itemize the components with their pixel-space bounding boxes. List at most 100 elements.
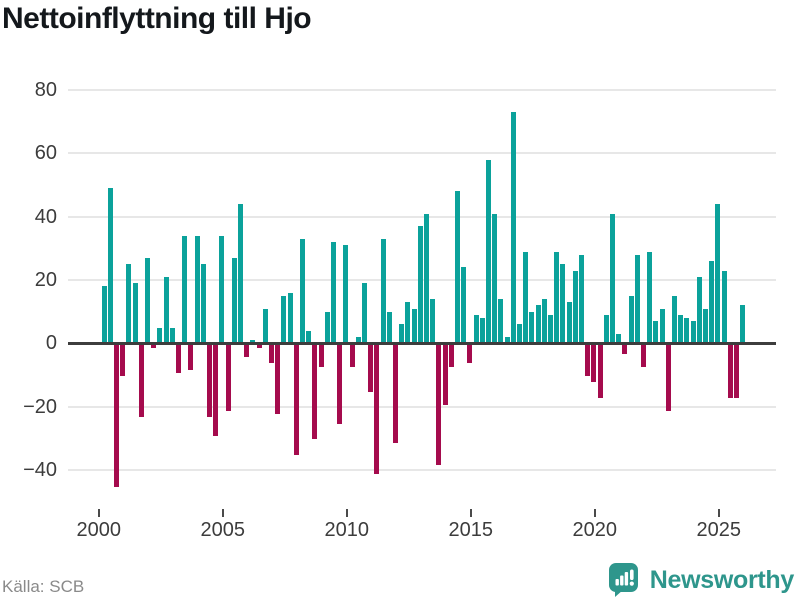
bar-2009-q3 bbox=[337, 344, 343, 424]
bar-2010-q3 bbox=[361, 283, 367, 344]
bar-2020-q1 bbox=[597, 344, 603, 399]
bar-2019-q3 bbox=[585, 344, 591, 377]
bar-2015-q4 bbox=[492, 213, 498, 344]
bar-2025-q3 bbox=[733, 344, 739, 399]
bar-2004-q1 bbox=[200, 264, 206, 344]
y-gridline bbox=[68, 215, 776, 218]
bar-2012-q4 bbox=[417, 226, 423, 344]
y-gridline bbox=[68, 469, 776, 472]
bar-2009-q4 bbox=[343, 245, 349, 344]
x-axis-tick-label: 2000 bbox=[76, 519, 122, 541]
bar-2014-q2 bbox=[454, 191, 460, 344]
bar-2011-q2 bbox=[380, 238, 386, 344]
bar-2003-q4 bbox=[194, 235, 200, 344]
bar-2016-q1 bbox=[498, 299, 504, 344]
bar-2008-q3 bbox=[312, 344, 318, 440]
bar-2013-q1 bbox=[423, 213, 429, 344]
bar-2006-q3 bbox=[262, 308, 268, 344]
bar-2006-q2 bbox=[256, 344, 262, 348]
bar-2021-q1 bbox=[622, 344, 628, 354]
bar-2004-q2 bbox=[206, 344, 212, 418]
bar-2002-q4 bbox=[169, 327, 175, 344]
bar-2021-q2 bbox=[628, 295, 634, 344]
bar-2024-q1 bbox=[696, 276, 702, 344]
x-axis-tick-label: 2010 bbox=[324, 519, 370, 541]
bar-2005-q4 bbox=[244, 344, 250, 358]
bar-2003-q2 bbox=[182, 235, 188, 344]
bar-2002-q1 bbox=[151, 344, 157, 348]
y-axis-tick-label: 40 bbox=[34, 205, 57, 228]
bar-2023-q4 bbox=[690, 321, 696, 344]
x-axis-tick-mark bbox=[717, 509, 720, 517]
bar-2025-q1 bbox=[721, 270, 727, 344]
bar-2005-q3 bbox=[237, 204, 243, 344]
bar-2000-q1 bbox=[101, 286, 107, 344]
bar-2018-q4 bbox=[566, 302, 572, 344]
y-axis-tick-label: −40 bbox=[23, 459, 57, 482]
bar-2010-q1 bbox=[349, 344, 355, 367]
bar-2016-q2 bbox=[504, 337, 510, 344]
bar-2014-q3 bbox=[461, 267, 467, 344]
y-axis-tick-label: −20 bbox=[23, 395, 57, 418]
y-gridline bbox=[68, 405, 776, 408]
bar-2016-q4 bbox=[516, 324, 522, 344]
bar-2003-q1 bbox=[175, 344, 181, 373]
bar-2019-q1 bbox=[572, 270, 578, 344]
bar-2001-q2 bbox=[132, 283, 138, 344]
bar-2018-q1 bbox=[547, 314, 553, 344]
bar-2006-q4 bbox=[268, 344, 274, 364]
bar-2021-q3 bbox=[634, 254, 640, 344]
bar-2011-q4 bbox=[392, 344, 398, 443]
bar-2018-q2 bbox=[554, 251, 560, 344]
bar-2005-q2 bbox=[231, 257, 237, 344]
bar-2022-q1 bbox=[647, 251, 653, 344]
bar-2024-q2 bbox=[702, 308, 708, 344]
bar-2010-q4 bbox=[368, 344, 374, 392]
bar-2001-q1 bbox=[126, 264, 132, 344]
bar-2007-q2 bbox=[281, 295, 287, 344]
bar-2002-q2 bbox=[157, 327, 163, 344]
x-axis-tick-label: 2020 bbox=[572, 519, 618, 541]
y-axis-tick-label: 20 bbox=[34, 269, 57, 292]
bar-2009-q2 bbox=[330, 242, 336, 344]
bar-2020-q2 bbox=[603, 314, 609, 344]
bar-2020-q3 bbox=[609, 213, 615, 344]
bar-2023-q2 bbox=[678, 314, 684, 344]
bar-2023-q1 bbox=[671, 295, 677, 344]
newsworthy-logo[interactable]: Newsworthy bbox=[608, 562, 794, 598]
x-axis-tick-mark bbox=[469, 509, 472, 517]
bar-2002-q3 bbox=[163, 276, 169, 344]
bar-2017-q4 bbox=[541, 299, 547, 344]
bar-2015-q1 bbox=[473, 314, 479, 344]
bar-2000-q2 bbox=[107, 188, 113, 344]
bar-2023-q3 bbox=[684, 318, 690, 344]
bar-2007-q4 bbox=[293, 344, 299, 456]
y-gridline bbox=[68, 152, 776, 155]
x-axis-tick-mark bbox=[593, 509, 596, 517]
bar-2004-q3 bbox=[213, 344, 219, 437]
bar-2001-q4 bbox=[144, 257, 150, 344]
bar-2018-q3 bbox=[560, 264, 566, 344]
y-axis-tick-label: 60 bbox=[34, 142, 57, 165]
bar-2022-q3 bbox=[659, 308, 665, 344]
newsworthy-wordmark: Newsworthy bbox=[649, 565, 795, 594]
bar-2017-q2 bbox=[529, 311, 535, 344]
bar-2020-q4 bbox=[616, 333, 622, 344]
bar-2013-q3 bbox=[436, 344, 442, 465]
bar-2019-q4 bbox=[591, 344, 597, 383]
y-axis-tick-label: 80 bbox=[34, 79, 57, 102]
bar-2008-q4 bbox=[318, 344, 324, 367]
x-axis-tick-mark bbox=[221, 509, 224, 517]
bar-2021-q4 bbox=[640, 344, 646, 367]
bar-2015-q3 bbox=[485, 159, 491, 344]
bar-2007-q3 bbox=[287, 292, 293, 344]
zero-axis-line bbox=[68, 341, 776, 345]
bar-2012-q2 bbox=[405, 302, 411, 344]
x-axis-tick-label: 2015 bbox=[448, 519, 494, 541]
bar-2014-q1 bbox=[448, 344, 454, 367]
bar-2000-q3 bbox=[113, 344, 119, 487]
bar-2004-q4 bbox=[219, 235, 225, 344]
bar-2024-q4 bbox=[715, 204, 721, 344]
